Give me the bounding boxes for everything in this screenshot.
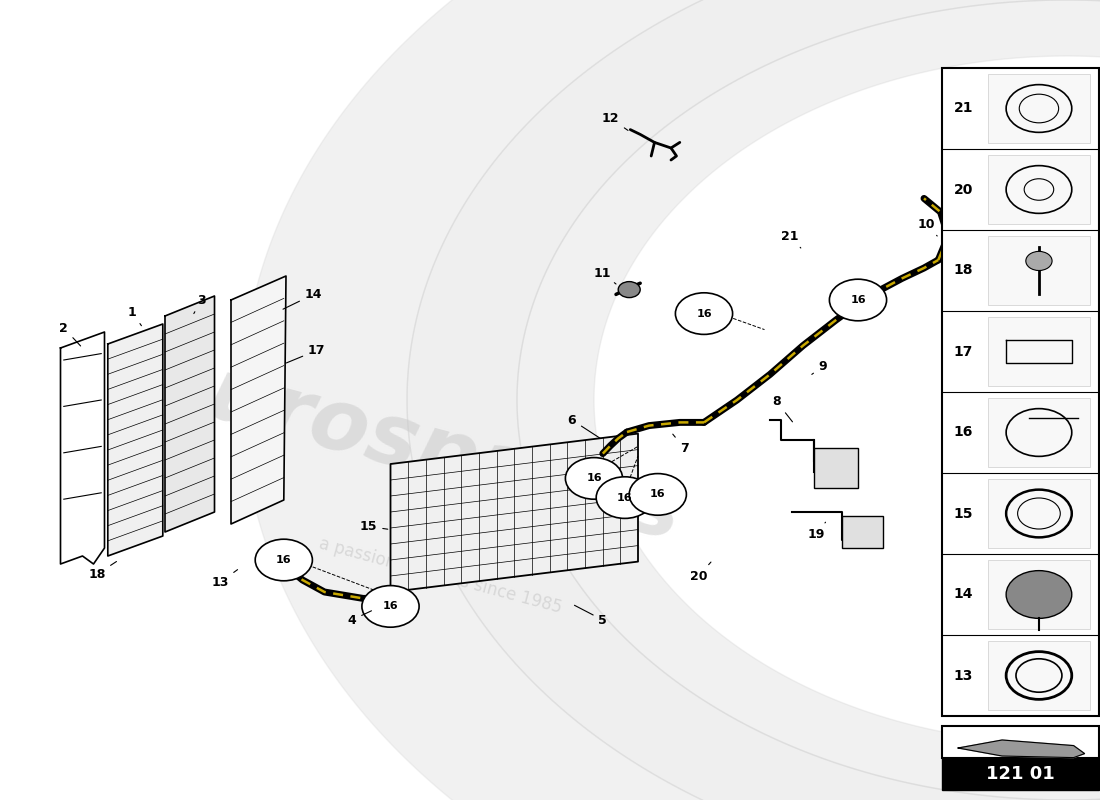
Text: 21: 21 bbox=[781, 230, 801, 248]
Bar bbox=[988, 479, 1090, 548]
Text: 18: 18 bbox=[954, 263, 974, 278]
Polygon shape bbox=[165, 296, 214, 532]
Polygon shape bbox=[390, 434, 638, 592]
Text: 15: 15 bbox=[954, 506, 974, 521]
Bar bbox=[942, 758, 1099, 790]
Circle shape bbox=[565, 458, 623, 499]
Text: 3: 3 bbox=[194, 294, 206, 314]
Text: a passion for parts since 1985: a passion for parts since 1985 bbox=[317, 535, 563, 617]
Text: 16: 16 bbox=[617, 493, 632, 502]
Bar bbox=[988, 642, 1090, 710]
Text: 11: 11 bbox=[594, 267, 616, 284]
Text: 16: 16 bbox=[276, 555, 292, 565]
Text: 2: 2 bbox=[59, 322, 80, 346]
Circle shape bbox=[362, 586, 419, 627]
Bar bbox=[942, 726, 1099, 758]
Circle shape bbox=[829, 279, 887, 321]
Text: 12: 12 bbox=[602, 112, 628, 130]
Text: 15: 15 bbox=[360, 520, 388, 533]
Circle shape bbox=[618, 282, 640, 298]
Text: 8: 8 bbox=[772, 395, 792, 422]
Text: 16: 16 bbox=[850, 295, 866, 305]
Bar bbox=[988, 237, 1090, 305]
Polygon shape bbox=[958, 740, 1085, 758]
Circle shape bbox=[629, 474, 686, 515]
Polygon shape bbox=[60, 332, 104, 564]
Circle shape bbox=[1026, 251, 1052, 270]
Bar bbox=[814, 448, 858, 488]
Circle shape bbox=[675, 293, 733, 334]
Text: 18: 18 bbox=[88, 562, 117, 581]
Text: 9: 9 bbox=[812, 360, 827, 374]
Text: 7: 7 bbox=[673, 434, 689, 454]
Text: 14: 14 bbox=[283, 288, 322, 309]
Text: 16: 16 bbox=[586, 474, 602, 483]
Text: 16: 16 bbox=[383, 602, 398, 611]
Bar bbox=[988, 398, 1090, 466]
Bar bbox=[988, 74, 1090, 142]
Polygon shape bbox=[407, 0, 1100, 800]
Bar bbox=[842, 516, 883, 548]
Text: eurospares: eurospares bbox=[144, 338, 692, 558]
Polygon shape bbox=[231, 276, 286, 524]
Circle shape bbox=[596, 477, 653, 518]
Bar bbox=[988, 155, 1090, 224]
Bar bbox=[988, 560, 1090, 629]
Circle shape bbox=[1006, 570, 1071, 618]
Text: 6: 6 bbox=[568, 414, 601, 438]
Text: 13: 13 bbox=[954, 669, 974, 682]
Polygon shape bbox=[242, 0, 1100, 800]
Text: 13: 13 bbox=[211, 570, 238, 589]
Text: 19: 19 bbox=[807, 522, 825, 541]
Bar bbox=[942, 68, 1099, 716]
Text: 14: 14 bbox=[954, 587, 974, 602]
Circle shape bbox=[255, 539, 312, 581]
Text: 5: 5 bbox=[574, 606, 607, 626]
Text: 121 01: 121 01 bbox=[986, 765, 1055, 782]
Text: 16: 16 bbox=[650, 490, 666, 499]
Text: 17: 17 bbox=[286, 344, 326, 363]
Text: 4: 4 bbox=[348, 610, 372, 626]
Text: 21: 21 bbox=[954, 102, 974, 115]
Polygon shape bbox=[108, 324, 163, 556]
Text: 17: 17 bbox=[954, 345, 974, 358]
Text: 10: 10 bbox=[917, 218, 937, 236]
Bar bbox=[988, 318, 1090, 386]
Text: 16: 16 bbox=[954, 426, 974, 439]
Polygon shape bbox=[517, 0, 1100, 800]
Text: 20: 20 bbox=[690, 562, 711, 582]
Text: 16: 16 bbox=[696, 309, 712, 318]
Text: 20: 20 bbox=[954, 182, 974, 197]
Text: 1: 1 bbox=[128, 306, 142, 326]
